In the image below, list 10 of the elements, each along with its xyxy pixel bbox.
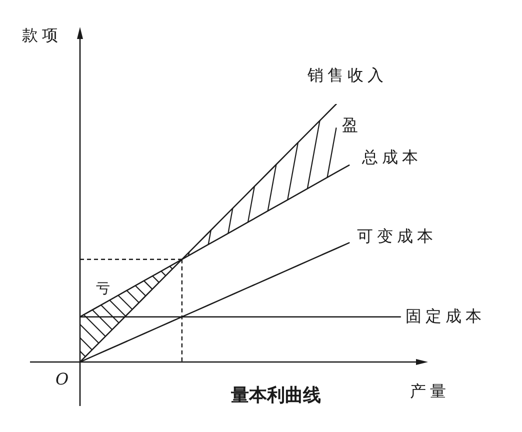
x-axis-title: 产量 bbox=[410, 382, 450, 402]
annotation: 亏 bbox=[96, 280, 110, 298]
series-label: 总成本 bbox=[362, 148, 422, 169]
annotation: 盈 bbox=[342, 116, 358, 136]
series-label: 销售收入 bbox=[307, 66, 388, 86]
text: 量本利曲线 bbox=[231, 384, 321, 407]
text: O bbox=[55, 370, 69, 388]
y-axis-title: 款项 bbox=[22, 26, 62, 46]
series-label: 可变成本 bbox=[357, 226, 438, 248]
series-label: 固定成本 bbox=[405, 306, 486, 328]
